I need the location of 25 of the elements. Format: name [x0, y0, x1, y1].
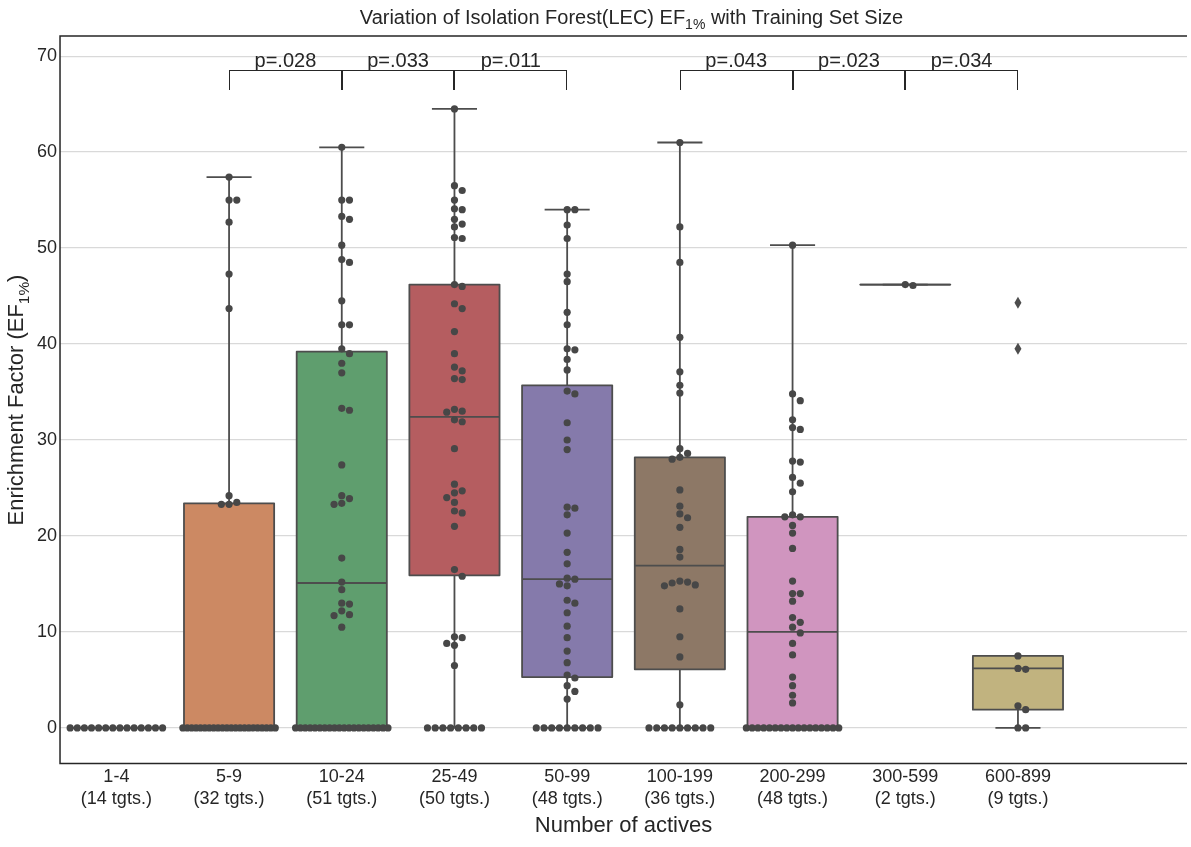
annotation: p=.043	[705, 49, 768, 72]
x-axis-title: Number of actives	[534, 811, 713, 837]
annotation: p=.033	[367, 49, 429, 72]
annotation: p=.023	[818, 49, 880, 72]
x-tick-label: 5-9 (32 tgts.)	[193, 766, 265, 808]
x-tick-label: 50-99 (48 tgts.)	[531, 766, 603, 808]
y-tick-label: 10	[36, 620, 58, 641]
x-tick-label: 300-599 (2 tgts.)	[872, 766, 939, 808]
y-tick-label: 50	[36, 237, 58, 258]
y-tick-label: 40	[36, 333, 58, 354]
x-tick-label: 200-299 (48 tgts.)	[757, 766, 829, 808]
y-tick-label: 30	[36, 428, 58, 449]
x-tick-label: 10-24 (51 tgts.)	[306, 766, 378, 808]
x-tick-label: 25-49 (50 tgts.)	[418, 766, 490, 808]
x-tick-label: 1-4 (14 tgts.)	[80, 766, 152, 808]
annotation: p=.034	[930, 49, 993, 72]
y-tick-label: 0	[47, 716, 58, 737]
y-tick-label: 20	[36, 524, 58, 545]
y-tick-label: 70	[36, 45, 58, 66]
annotation: p=.028	[254, 49, 317, 72]
annotation: p=.011	[480, 49, 541, 72]
chart-title: Variation of Isolation Forest(LEC) EF$_{1%}$ with Training Set Size	[358, 6, 905, 32]
y-tick-label: 60	[36, 141, 58, 162]
x-tick-label: 100-199 (36 tgts.)	[644, 766, 716, 808]
x-tick-label: 600-899 (9 tgts.)	[984, 766, 1051, 808]
